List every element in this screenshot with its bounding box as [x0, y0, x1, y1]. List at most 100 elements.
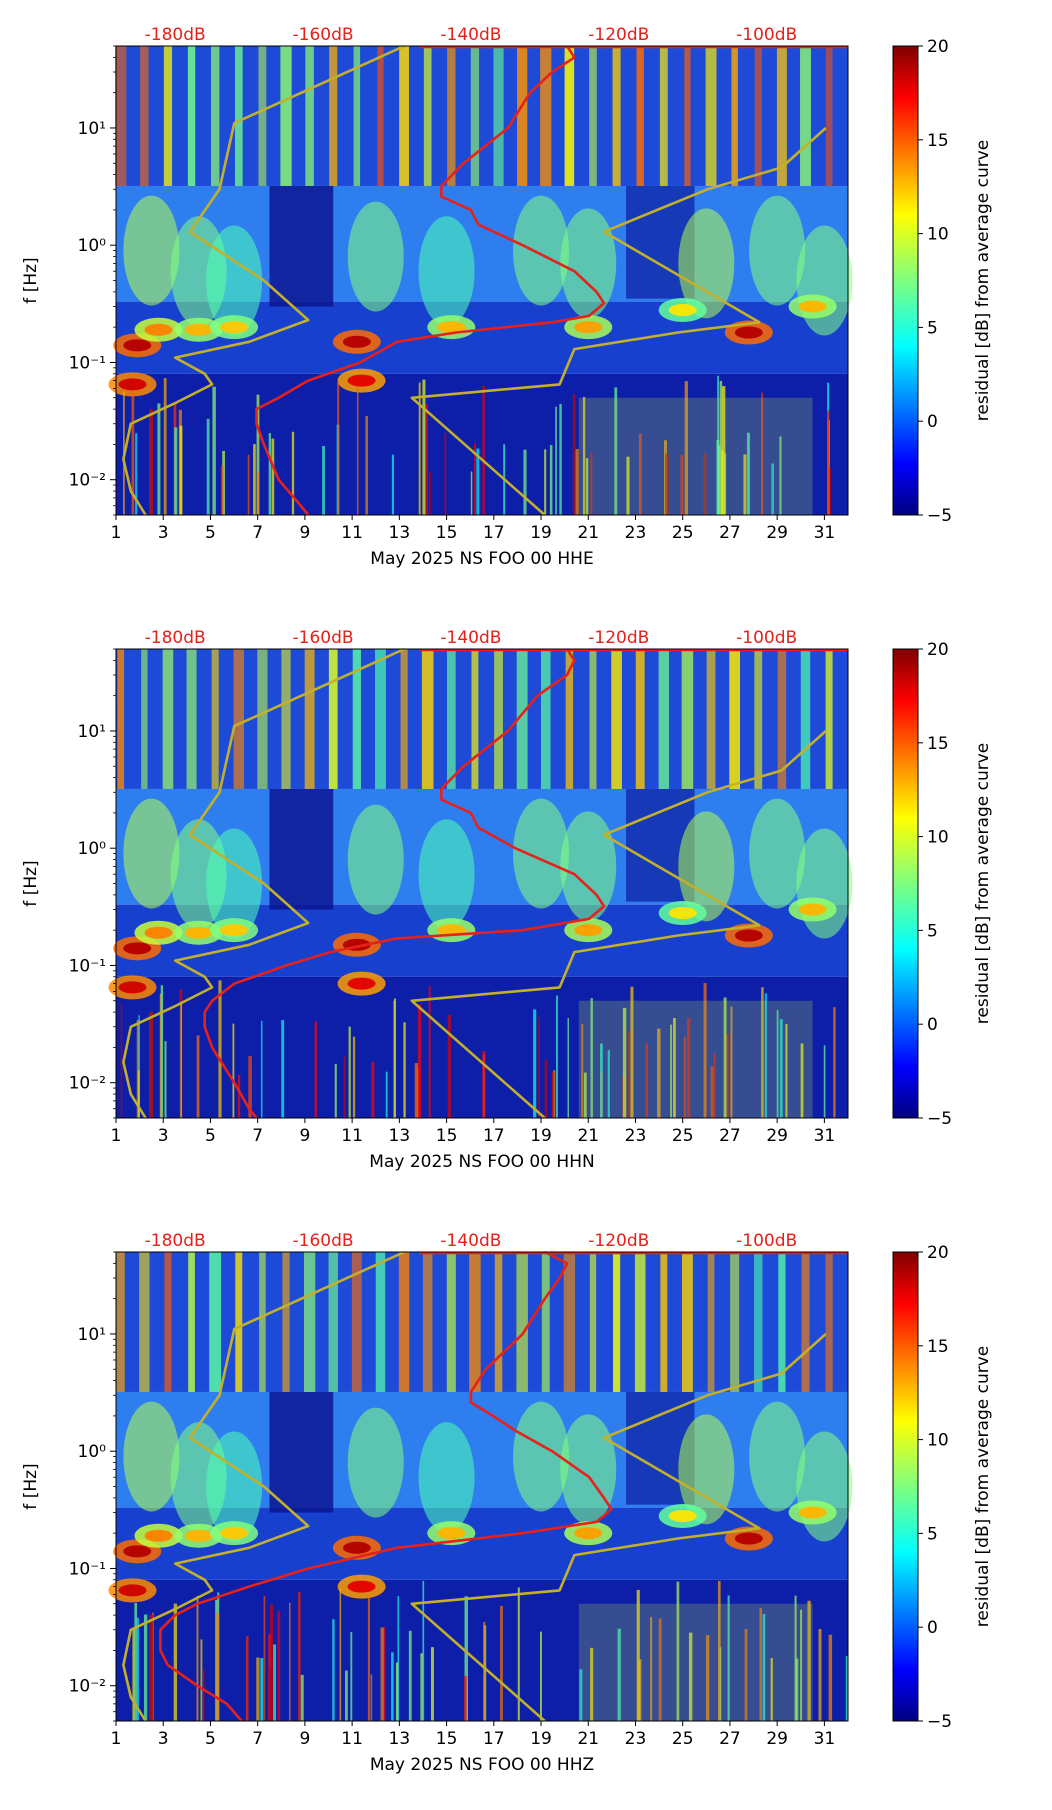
x-axis-label: May 2025 NS FOO 00 HHZ — [370, 1755, 594, 1775]
x-tick-label: 11 — [341, 1729, 363, 1749]
x-tick-label: 9 — [299, 1126, 310, 1146]
y-tick-label: 10¹ — [78, 119, 106, 139]
x-tick-label: 1 — [111, 1126, 122, 1146]
top-db-label: -180dB — [145, 1231, 206, 1251]
colorbar: 20 15 10 5 0 −5 residual [dB] from average cur… — [892, 37, 993, 526]
x-tick-label: 13 — [389, 1729, 411, 1749]
x-tick-label: 25 — [672, 1126, 694, 1146]
x-tick-label: 7 — [252, 1126, 263, 1146]
x-tick-label: 15 — [436, 1126, 458, 1146]
top-db-label: -100dB — [736, 25, 797, 45]
colorbar-tick-label: 5 — [927, 921, 938, 941]
x-tick-label: 31 — [814, 523, 836, 543]
top-db-label: -140dB — [440, 1231, 501, 1251]
colorbar-tick-label: 5 — [927, 318, 938, 338]
top-db-label: -100dB — [736, 1231, 797, 1251]
x-tick-label: 15 — [436, 523, 458, 543]
x-tick-label: 9 — [299, 1729, 310, 1749]
x-tick-label: 17 — [483, 523, 505, 543]
x-tick-label: 25 — [672, 1729, 694, 1749]
x-tick-label: 7 — [252, 523, 263, 543]
noise-model-high-line — [410, 127, 827, 516]
y-tick-label: 10⁻¹ — [69, 956, 106, 976]
x-tick-label: 3 — [158, 1729, 169, 1749]
colorbar-tick-label: 15 — [927, 734, 949, 754]
top-db-label: -180dB — [145, 25, 206, 45]
top-db-label: -120dB — [588, 628, 649, 648]
colorbar-label: residual [dB] from average curve — [973, 1346, 993, 1627]
colorbar-tick-label: −5 — [927, 1712, 952, 1732]
colorbar-tick-label: 10 — [927, 828, 949, 848]
colorbar-tick-label: 5 — [927, 1524, 938, 1544]
x-tick-label: 23 — [625, 1729, 647, 1749]
x-tick-label: 15 — [436, 1729, 458, 1749]
y-tick-label: 10⁻² — [69, 1677, 106, 1697]
x-tick-label: 1 — [111, 1729, 122, 1749]
top-db-label: -180dB — [145, 628, 206, 648]
y-tick-label: 10¹ — [78, 722, 106, 742]
top-db-label: -100dB — [736, 628, 797, 648]
x-tick-label: 7 — [252, 1729, 263, 1749]
colorbar-tick-label: 10 — [927, 1431, 949, 1451]
top-db-label: -160dB — [293, 628, 354, 648]
colorbar: 20 15 10 5 0 −5 residual [dB] from average cur… — [892, 1243, 993, 1732]
noise-model-low-line — [122, 1250, 405, 1722]
x-tick-label: 29 — [766, 1126, 788, 1146]
y-tick-label: 10⁰ — [78, 839, 107, 859]
colorbar-tick-label: 15 — [927, 131, 949, 151]
top-db-label: -160dB — [293, 1231, 354, 1251]
colorbar-tick-label: 0 — [927, 412, 938, 432]
colorbar-label: residual [dB] from average curve — [973, 743, 993, 1024]
x-tick-label: 19 — [530, 523, 552, 543]
x-tick-label: 21 — [577, 1729, 599, 1749]
y-tick-label: 10⁻² — [69, 1074, 106, 1094]
x-tick-label: 21 — [577, 523, 599, 543]
x-tick-label: 31 — [814, 1729, 836, 1749]
x-tick-label: 31 — [814, 1126, 836, 1146]
x-tick-label: 27 — [719, 1126, 741, 1146]
colorbar-tick-label: 0 — [927, 1015, 938, 1035]
x-tick-label: 27 — [719, 1729, 741, 1749]
y-axis-label: f [Hz] — [21, 257, 41, 303]
x-tick-label: 13 — [389, 1126, 411, 1146]
colorbar-tick-label: 0 — [927, 1618, 938, 1638]
y-tick-label: 10¹ — [78, 1325, 106, 1345]
top-db-label: -140dB — [440, 628, 501, 648]
x-tick-label: 5 — [205, 1126, 216, 1146]
y-axis-label: f [Hz] — [21, 1463, 41, 1509]
x-tick-label: 29 — [766, 523, 788, 543]
colorbar-tick-label: 20 — [927, 640, 949, 660]
x-tick-label: 3 — [158, 523, 169, 543]
noise-model-low-line — [122, 44, 405, 516]
top-db-label: -120dB — [588, 25, 649, 45]
colorbar-gradient — [892, 1251, 919, 1722]
y-tick-label: 10⁻¹ — [69, 1559, 106, 1579]
x-tick-label: 25 — [672, 523, 694, 543]
x-tick-label: 1 — [111, 523, 122, 543]
colorbar: 20 15 10 5 0 −5 residual [dB] from average cur… — [892, 640, 993, 1129]
y-tick-label: 10⁻¹ — [69, 353, 106, 373]
x-tick-label: 3 — [158, 1126, 169, 1146]
colorbar-tick-label: 20 — [927, 1243, 949, 1263]
median-psd-line — [159, 1250, 613, 1722]
x-axis-label: May 2025 NS FOO 00 HHE — [370, 549, 593, 569]
x-tick-label: 5 — [205, 523, 216, 543]
x-tick-label: 17 — [483, 1126, 505, 1146]
x-tick-label: 23 — [625, 1126, 647, 1146]
noise-model-low-line — [122, 647, 405, 1119]
colorbar-label: residual [dB] from average curve — [973, 140, 993, 421]
y-tick-label: 10⁻² — [69, 471, 106, 491]
top-db-label: -120dB — [588, 1231, 649, 1251]
x-tick-label: 21 — [577, 1126, 599, 1146]
median-psd-line — [203, 648, 606, 1119]
x-tick-label: 5 — [205, 1729, 216, 1749]
colorbar-tick-label: 20 — [927, 37, 949, 57]
spectrogram-image — [108, 649, 853, 1118]
y-tick-label: 10⁰ — [78, 1442, 107, 1462]
x-tick-label: 23 — [625, 523, 647, 543]
colorbar-gradient — [892, 45, 919, 516]
